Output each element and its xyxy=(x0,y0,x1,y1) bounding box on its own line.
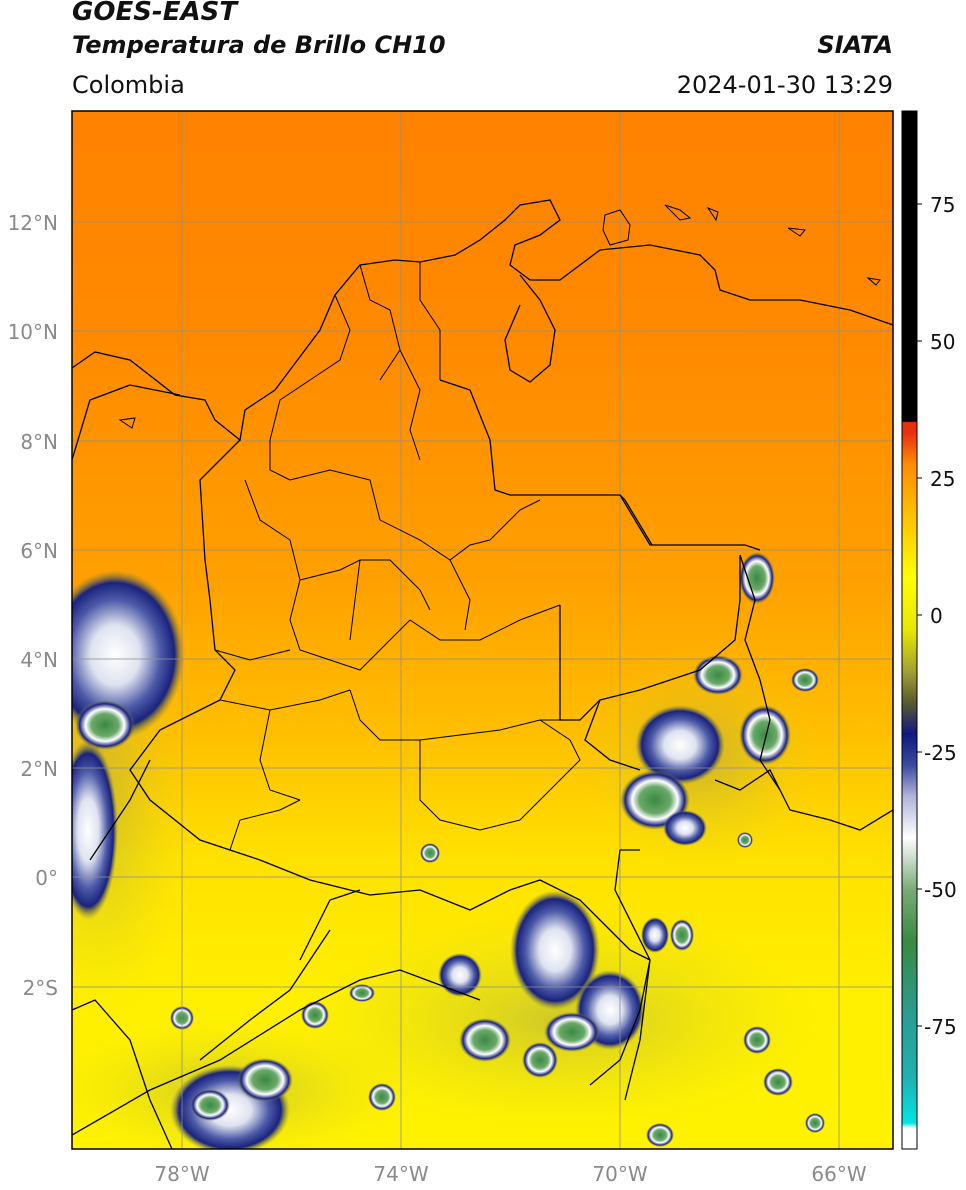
cloud-cell xyxy=(522,1042,558,1078)
convective-clouds xyxy=(72,552,825,1149)
cloud-cell xyxy=(641,917,669,953)
lon-label: 70°W xyxy=(592,1162,647,1186)
cloud-cell xyxy=(544,1012,600,1052)
cloud-cell xyxy=(805,1113,825,1133)
cloud-cell xyxy=(368,1083,396,1111)
department-boundaries xyxy=(214,262,581,851)
cloud-cell xyxy=(743,1026,771,1054)
colorbar-scale xyxy=(901,110,918,1150)
cloud-cell xyxy=(663,810,707,846)
datetime-label: 2024-01-30 13:29 xyxy=(676,71,893,99)
lon-label: 66°W xyxy=(811,1162,866,1186)
coastline-islands xyxy=(118,204,881,429)
cloud-cell xyxy=(190,1089,230,1121)
lat-label: 6°N xyxy=(20,539,58,563)
latitude-labels: 12°N 10°N 8°N 6°N 4°N 2°N 0° 2°S xyxy=(8,211,58,1000)
cloud-cell xyxy=(763,1068,793,1096)
colorbar-label: 50 xyxy=(930,330,955,354)
colorbar-label: 0 xyxy=(930,604,943,628)
cloud-cell xyxy=(72,570,185,740)
lon-label: 74°W xyxy=(373,1162,428,1186)
cloud-cell xyxy=(635,705,725,785)
cloud-cell xyxy=(420,843,440,863)
product-title: Temperatura de Brillo CH10 xyxy=(72,31,446,59)
cloud-cell xyxy=(72,740,118,920)
cloud-cell xyxy=(438,953,482,997)
cloud-cell xyxy=(739,705,791,765)
lat-label: 4°N xyxy=(20,648,58,672)
lat-label: 2°N xyxy=(20,757,58,781)
colorbar: 75 50 25 0 -25 -50 -75 xyxy=(901,110,957,1150)
map-frame xyxy=(71,110,894,1150)
cloud-cell xyxy=(301,1001,329,1029)
satellite-title: GOES-EAST xyxy=(72,0,238,27)
lat-label: 0° xyxy=(35,866,58,890)
map-image-layer xyxy=(72,111,893,1149)
cloud-cell xyxy=(693,655,743,695)
colorbar-label: -50 xyxy=(924,878,957,902)
cloud-cell xyxy=(349,984,375,1002)
colorbar-label: -75 xyxy=(924,1015,957,1039)
cloud-cell xyxy=(737,832,753,848)
lat-label: 8°N xyxy=(20,430,58,454)
lat-label: 2°S xyxy=(23,976,58,1000)
organization-label: SIATA xyxy=(817,31,893,59)
longitude-labels: 78°W 74°W 70°W 66°W xyxy=(154,1162,866,1186)
lat-label: 10°N xyxy=(8,320,58,344)
colorbar-label: 75 xyxy=(930,193,955,217)
cloud-cell xyxy=(791,668,819,692)
cloud-cell xyxy=(75,700,135,750)
colorbar-tick-marks xyxy=(917,203,922,1027)
cloud-cell xyxy=(739,552,775,604)
cloud-cell xyxy=(646,1123,674,1147)
colorbar-label: -25 xyxy=(924,741,957,765)
cloud-cell xyxy=(459,1018,511,1062)
colorbar-label: 25 xyxy=(930,467,955,491)
region-label: Colombia xyxy=(72,71,185,99)
cloud-cell xyxy=(670,919,694,951)
lon-label: 78°W xyxy=(154,1162,209,1186)
cloud-cell xyxy=(237,1058,293,1102)
graticule xyxy=(72,111,893,1149)
cloud-cell xyxy=(510,890,600,1010)
lat-label: 12°N xyxy=(8,211,58,235)
